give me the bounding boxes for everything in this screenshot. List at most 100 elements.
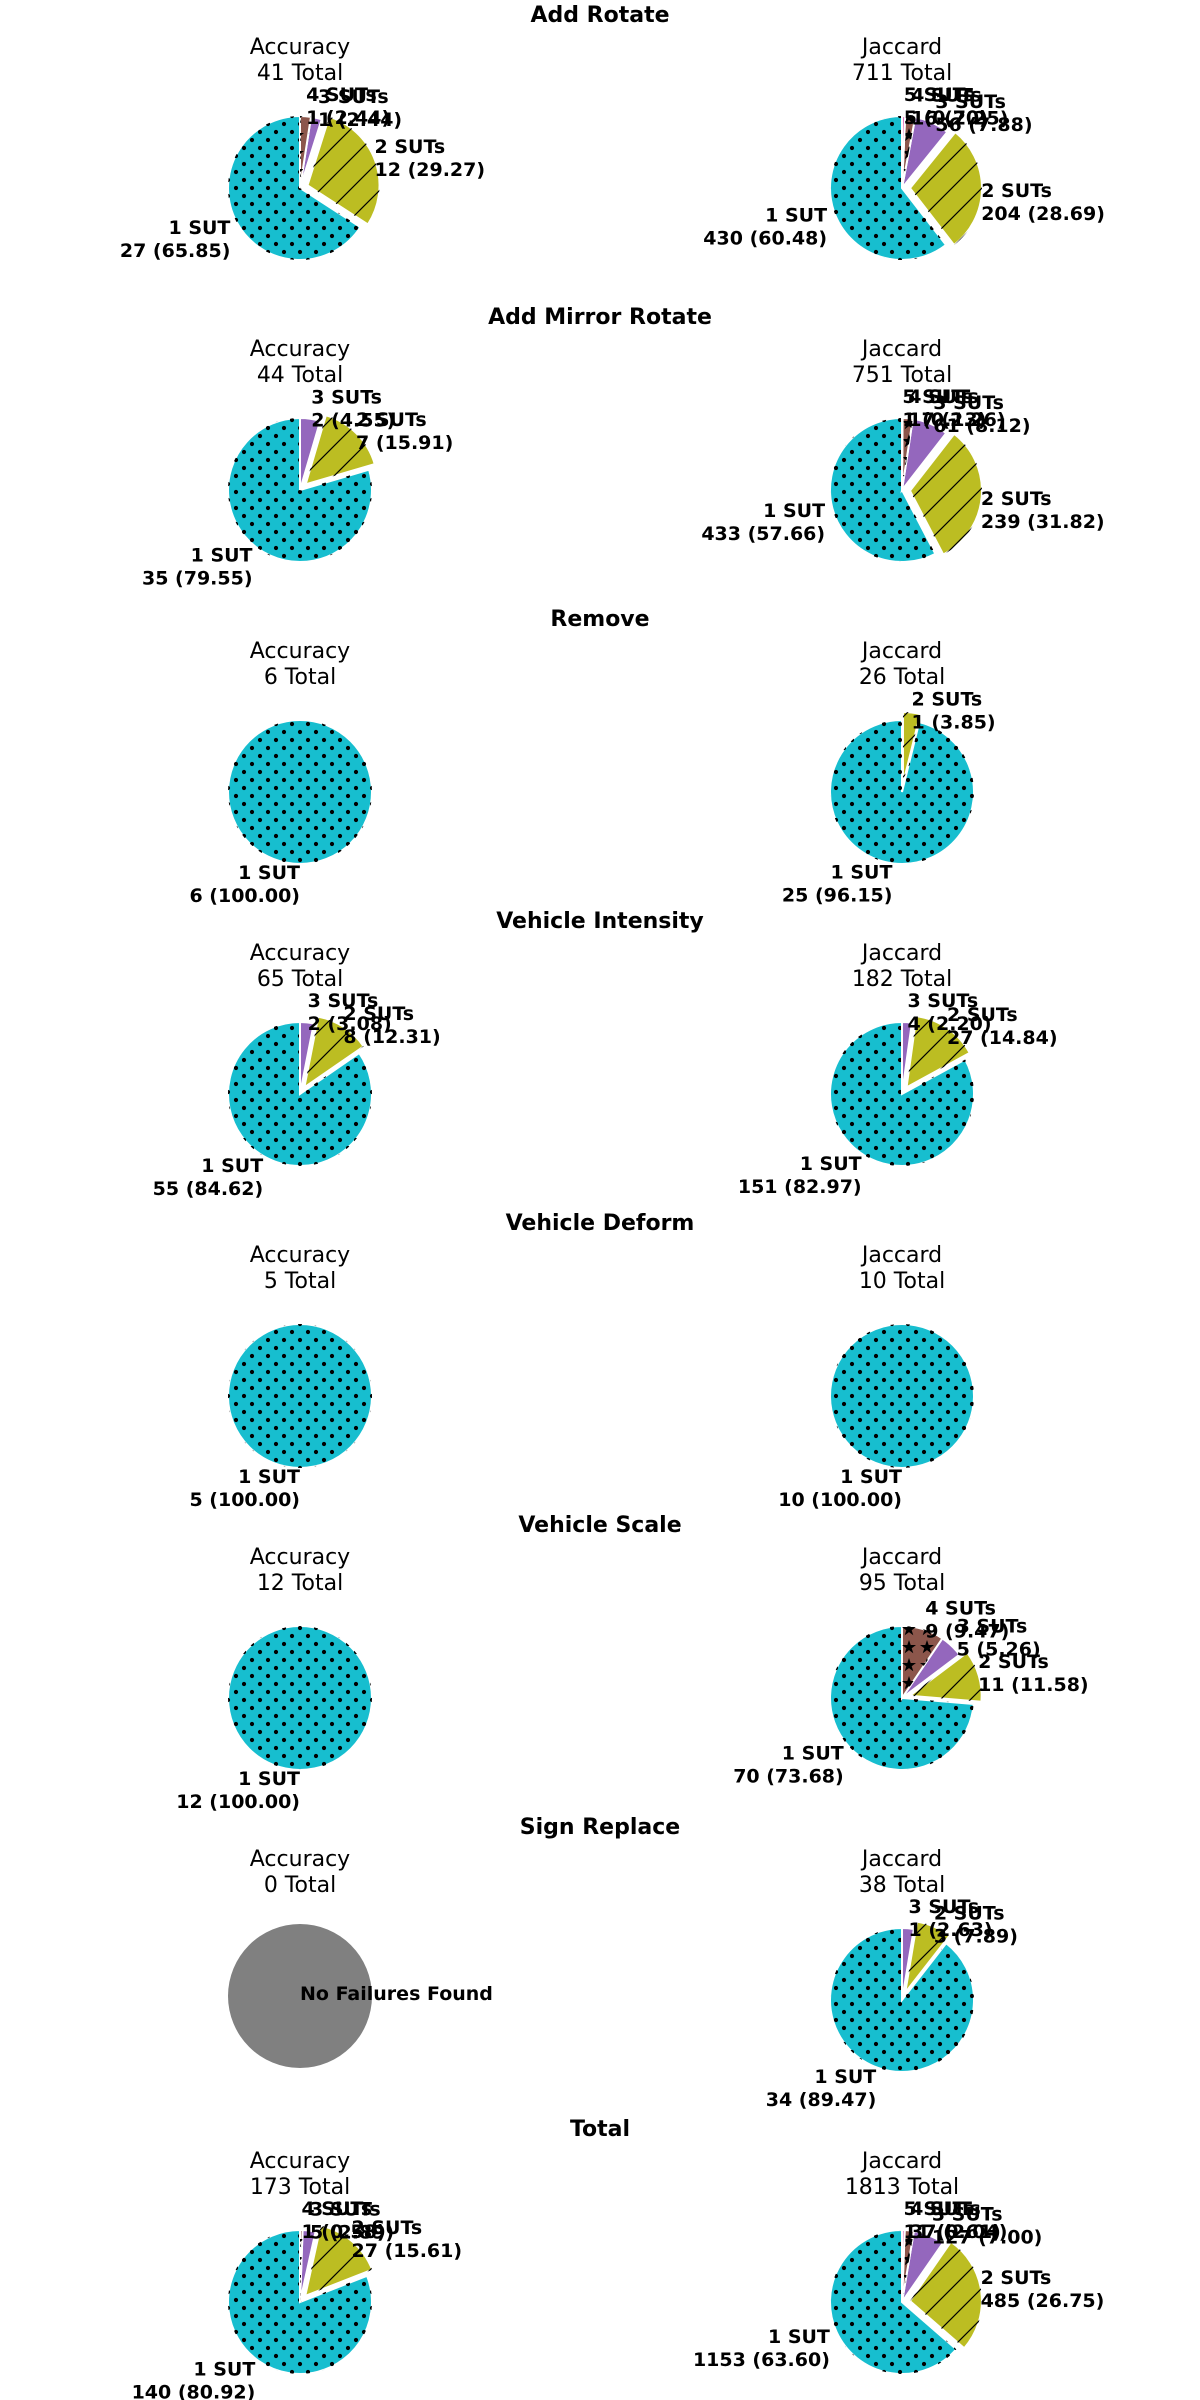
slice-value: 25 (96.15) — [782, 885, 893, 907]
pie-slice-3-suts — [299, 1020, 316, 1095]
panel-total: 751 Total — [852, 363, 952, 388]
slice-value: 27 (14.84) — [947, 1027, 1058, 1049]
slice-value: 37 (2.04) — [910, 2221, 1007, 2243]
slice-value: 433 (57.66) — [701, 523, 825, 545]
pie-slice-2-suts — [906, 1651, 983, 1703]
pie-slice-2-suts — [904, 1920, 951, 1994]
slice-value: 16 (2.25) — [911, 107, 1008, 129]
slice-value: 8 (12.31) — [343, 1026, 440, 1048]
pie-slice-1-sut — [829, 416, 937, 563]
panel-total: 0 Total — [264, 1873, 336, 1898]
pie-slice-3-suts — [901, 1020, 914, 1095]
pie-slice-2-suts — [908, 432, 983, 556]
pie-slice-1-sut — [829, 114, 948, 261]
slice-name: 3 SUTs — [310, 2198, 381, 2220]
slice-value: 1 (0.13) — [902, 409, 986, 431]
slice-value: 127 (7.00) — [932, 2227, 1043, 2249]
slice-value: 12 (100.00) — [176, 1791, 300, 1813]
slice-name: 3 SUTs — [909, 1896, 980, 1918]
slice-name: 4 SUTs — [306, 84, 377, 106]
slice-name: 2 SUTs — [934, 1902, 1005, 1924]
pie-slice-3-suts — [299, 416, 322, 491]
pie-slice-5-suts — [901, 114, 907, 189]
slice-name: 1 SUT — [191, 544, 253, 566]
slice-value: 5 (100.00) — [189, 1489, 300, 1511]
slice-name: 1 SUT — [831, 862, 893, 884]
slice-name: 3 SUTs — [932, 2204, 1003, 2226]
pie-slice-2-suts — [303, 2224, 374, 2298]
panel-total: 12 Total — [257, 1571, 343, 1596]
slice-name: 4 SUTs — [911, 84, 982, 106]
slice-value: 151 (82.97) — [738, 1176, 862, 1198]
slice-name: 1 SUT — [201, 1155, 263, 1177]
slice-name: 3 SUTs — [308, 990, 379, 1012]
panel-total: 711 Total — [852, 61, 952, 86]
slice-value: 1 (2.63) — [909, 1919, 993, 1941]
panel-title: Accuracy — [250, 337, 350, 362]
slice-name: 1 SUT — [840, 1466, 902, 1488]
row-title: Add Rotate — [530, 3, 669, 28]
row-title: Total — [570, 2117, 630, 2142]
slice-value: 70 (73.68) — [733, 1766, 844, 1788]
row-title: Vehicle Deform — [506, 1211, 695, 1236]
pie-slice-1-sut — [829, 718, 975, 865]
slice-name: 2 SUTs — [912, 688, 983, 710]
slice-value: 61 (8.12) — [933, 415, 1030, 437]
pie-slice-1-sut — [227, 114, 362, 261]
slice-name: 2 SUTs — [375, 136, 446, 158]
slice-value: 55 (84.62) — [153, 1178, 264, 1200]
pie-slice-2-suts — [302, 1015, 366, 1090]
slice-value: 5 (5.26) — [957, 1639, 1041, 1661]
slice-value: 9 (9.47) — [925, 1620, 1009, 1642]
slice-value: 12 (29.27) — [375, 159, 486, 181]
slice-name: 1 SUT — [168, 217, 230, 239]
panel-total: 26 Total — [859, 665, 945, 690]
slice-name: 1 SUT — [800, 1153, 862, 1175]
panel-total: 5 Total — [264, 1269, 336, 1294]
slice-name: 2 SUTs — [981, 2267, 1052, 2289]
slice-name: 1 SUT — [193, 2358, 255, 2380]
slice-name: 4 SUTs — [925, 1597, 996, 1619]
empty-label: No Failures Found — [300, 1983, 493, 2005]
panel-total: 65 Total — [257, 967, 343, 992]
pie-slice-2-suts — [306, 115, 381, 226]
panel-total: 173 Total — [250, 2175, 350, 2200]
panel-title: Jaccard — [860, 1847, 942, 1872]
slice-name: 2 SUTs — [978, 1651, 1049, 1673]
slice-value: 6 (100.00) — [189, 885, 300, 907]
pie-slice-1-sut — [227, 719, 373, 865]
row-title: Add Mirror Rotate — [488, 305, 712, 330]
slice-value: 11 (0.61) — [904, 2221, 1001, 2243]
slice-value: 1 (0.58) — [301, 2221, 385, 2243]
slice-value: 430 (60.48) — [703, 228, 827, 250]
